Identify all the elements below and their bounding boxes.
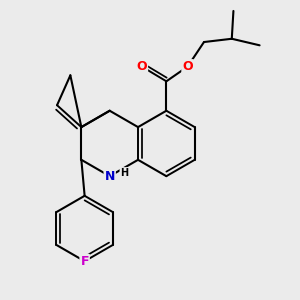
Text: H: H [120,168,128,178]
Text: N: N [104,170,115,183]
Text: O: O [136,60,147,73]
Text: O: O [182,60,193,73]
Text: F: F [80,255,89,268]
